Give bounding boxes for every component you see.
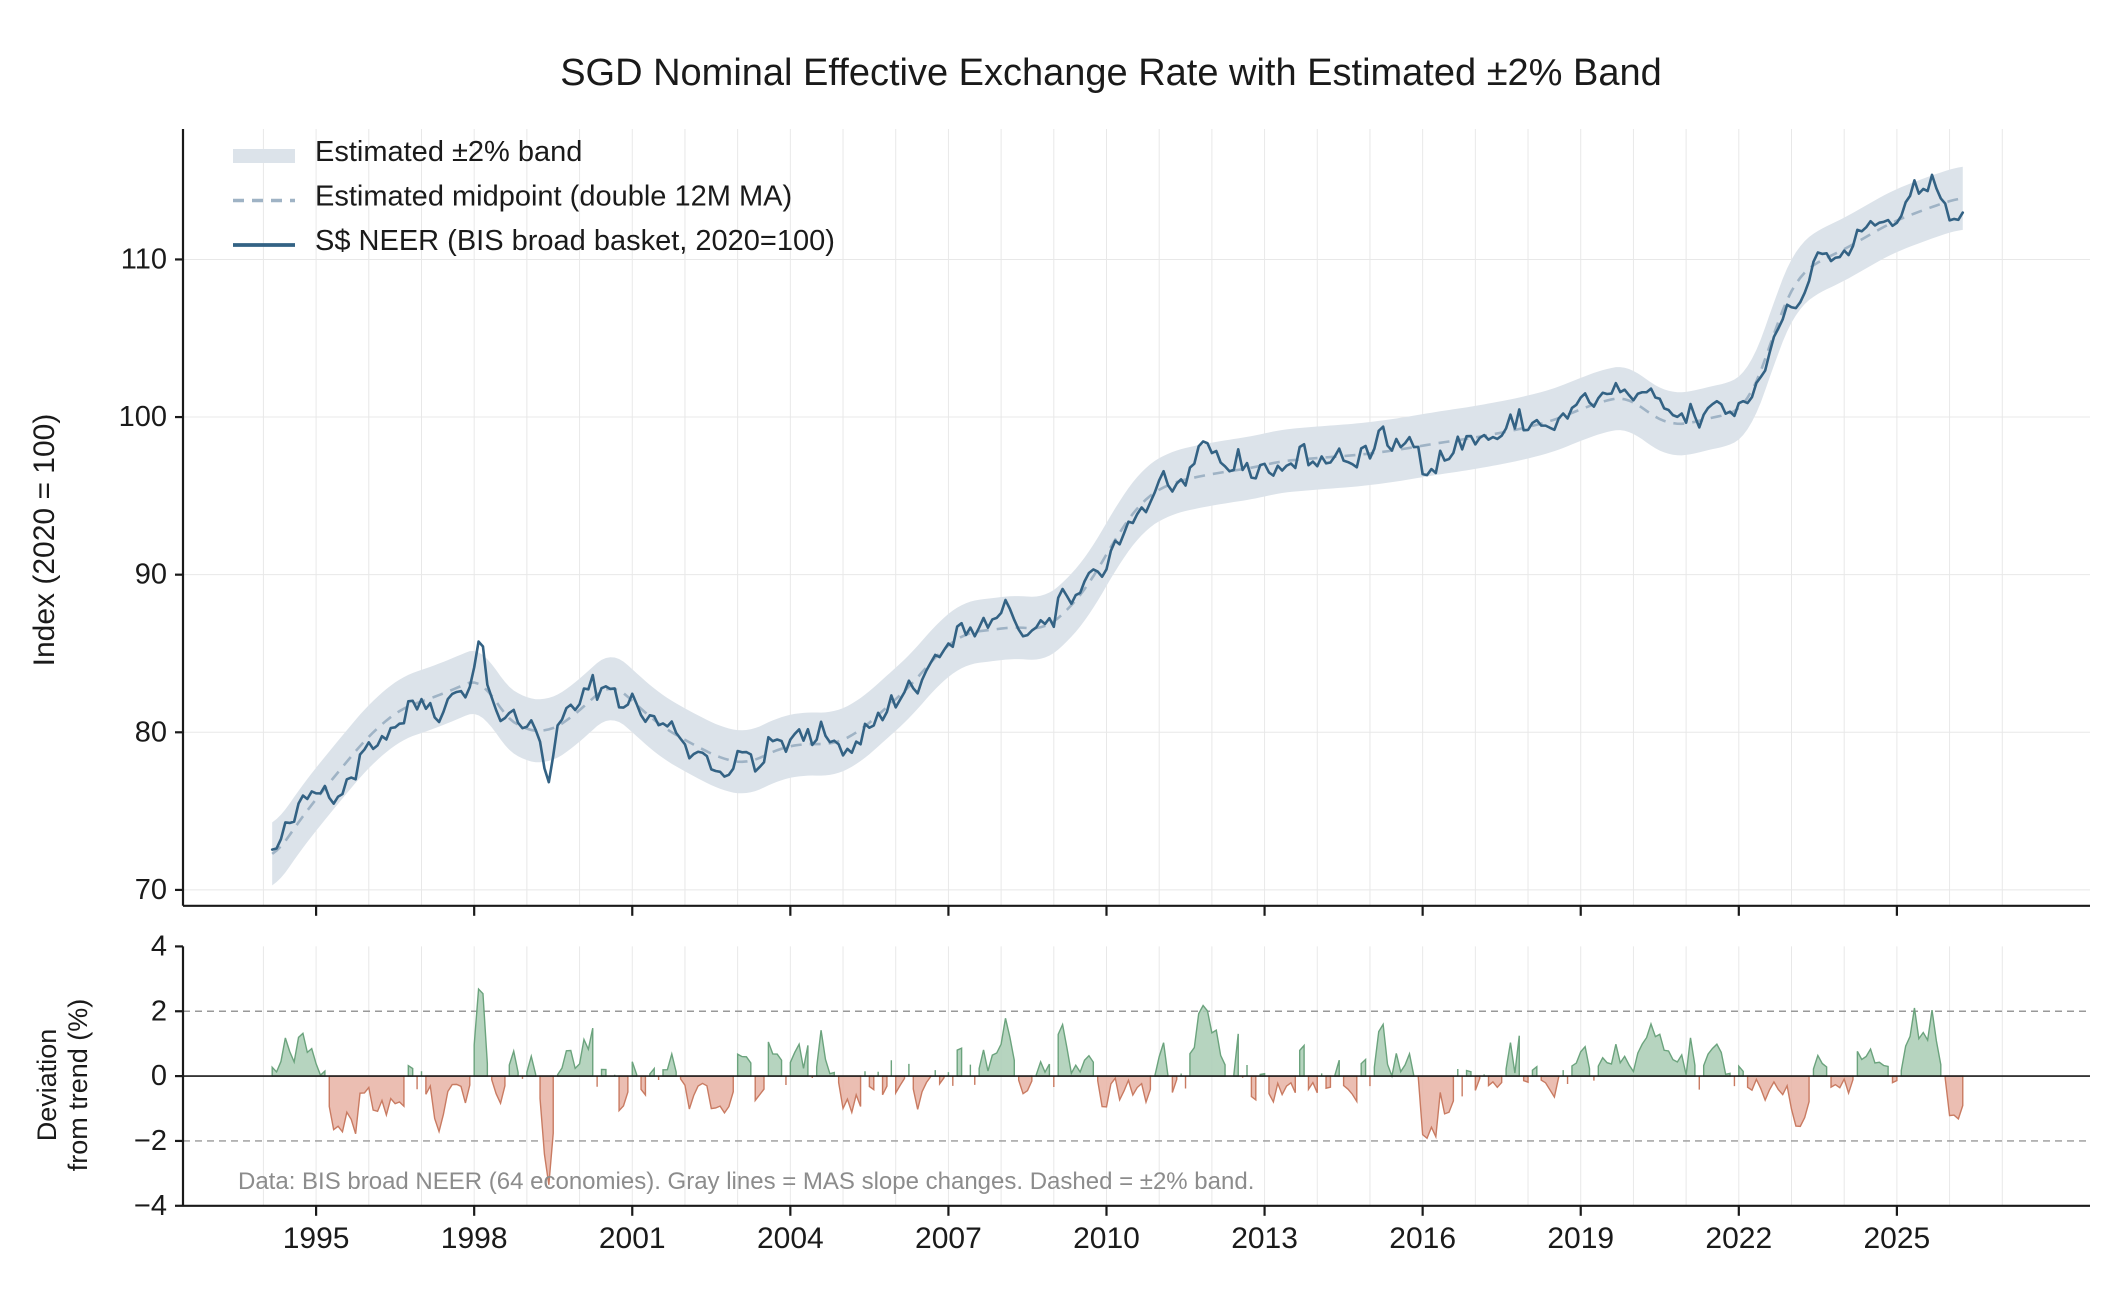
svg-text:1998: 1998 bbox=[441, 1222, 508, 1255]
svg-text:−4: −4 bbox=[134, 1190, 167, 1222]
svg-text:2001: 2001 bbox=[599, 1222, 666, 1255]
svg-text:2007: 2007 bbox=[915, 1222, 982, 1255]
svg-text:80: 80 bbox=[135, 716, 167, 748]
svg-text:Estimated ±2% band: Estimated ±2% band bbox=[315, 136, 582, 168]
svg-text:4: 4 bbox=[151, 930, 167, 962]
svg-text:−2: −2 bbox=[134, 1125, 167, 1157]
svg-text:2010: 2010 bbox=[1073, 1222, 1140, 1255]
svg-text:2004: 2004 bbox=[757, 1222, 824, 1255]
svg-text:100: 100 bbox=[119, 401, 167, 433]
svg-text:2: 2 bbox=[151, 995, 167, 1027]
svg-text:70: 70 bbox=[135, 874, 167, 906]
svg-text:1995: 1995 bbox=[283, 1222, 350, 1255]
svg-text:110: 110 bbox=[121, 243, 167, 275]
svg-text:Estimated midpoint (double 12M: Estimated midpoint (double 12M MA) bbox=[315, 181, 792, 213]
svg-text:2016: 2016 bbox=[1389, 1222, 1456, 1255]
svg-text:90: 90 bbox=[135, 559, 167, 591]
svg-text:S$ NEER (BIS broad basket, 202: S$ NEER (BIS broad basket, 2020=100) bbox=[315, 225, 835, 257]
svg-text:0: 0 bbox=[151, 1060, 167, 1092]
svg-text:2013: 2013 bbox=[1231, 1222, 1298, 1255]
svg-text:2022: 2022 bbox=[1705, 1222, 1772, 1255]
svg-text:2019: 2019 bbox=[1547, 1222, 1614, 1255]
svg-text:2025: 2025 bbox=[1864, 1222, 1931, 1255]
